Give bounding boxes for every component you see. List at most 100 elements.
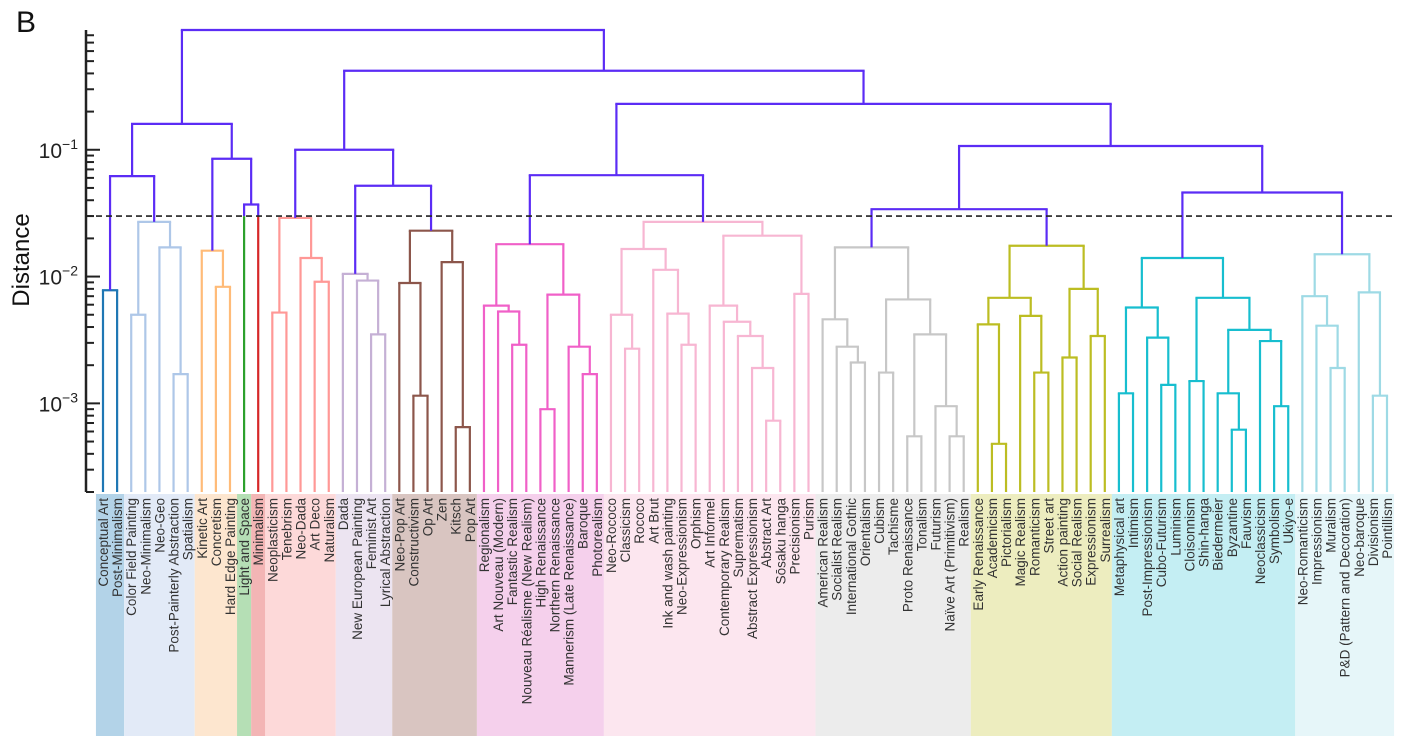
leaf-label: Cubism [872,498,887,544]
leaf-label: Hard Edge Painting [223,498,238,615]
cluster-band-c8 [392,494,477,736]
leaf-label: Neoclassicism [1253,498,1268,584]
leaf-label: Symbolism [1267,498,1282,564]
leaf-label: Pop Art [463,498,478,543]
leaf-label: Constructivism [406,498,421,587]
leaf-label: Byzantine [1225,498,1240,557]
leaf-label: Neo-Expressionism [675,498,690,615]
leaf-label: Tachisme [886,498,901,555]
leaf-label: Romanticism [1027,498,1042,576]
leaf-label: Art Deco [308,498,323,551]
leaf-label: Orphism [689,498,704,549]
cluster-band-c4 [237,494,252,736]
leaf-label: American Realism [816,498,831,608]
leaf-label: Early Renaissance [971,498,986,611]
leaf-label: Dada [336,498,351,531]
leaf-label: Muralism [1324,498,1339,553]
leaf-label: Shin-hanga [1197,498,1212,568]
leaf-label: Neo-Romanticism [1295,498,1310,605]
leaf-label: Ink and wash painting [660,498,675,629]
cluster-band-c10 [603,494,816,736]
leaf-label: Pictorialism [999,498,1014,567]
leaf-label: Purism [801,498,816,540]
leaf-label: Art Nouveau (Modern) [491,498,506,632]
leaf-label: Fantastic Realism [505,498,520,605]
leaf-label: Abstract Art [759,498,774,568]
leaf-label: High Renaissance [533,498,548,608]
leaf-label: P&D (Pattern and Decoration) [1338,498,1353,677]
y-axis-label: Distance [8,213,35,306]
leaf-label: Action painting [1055,498,1070,587]
leaf-label: Biedermeier [1211,497,1226,570]
leaf-label: Spatialism [181,498,196,560]
leaf-label: Concretism [209,498,224,566]
leaf-label: Sōsaku hanga [773,498,788,585]
leaf-label: Feminist Art [364,498,379,570]
leaf-label: Conceptual Art [96,498,111,587]
leaf-label: Neo-Dada [294,498,309,560]
leaf-label: Metaphysical art [1112,498,1127,597]
leaf-label: Impressionism [1309,498,1324,585]
leaf-label: Street art [1041,498,1056,554]
cluster-band-c6 [265,494,336,736]
y-tick-label: 10−2 [39,263,79,290]
leaf-label: New European Painting [350,498,365,640]
leaf-label: Post-Impressionism [1140,498,1155,617]
cluster-band-c11 [815,494,971,736]
leaf-label: Neo-Rococo [604,498,619,573]
leaf-label: Light and Space [237,498,252,596]
leaf-label: International Gothic [844,498,859,615]
leaf-label: Zen [435,498,450,521]
leaf-label: Neo-Minimalism [138,498,153,595]
leaf-label: Rococo [632,498,647,544]
leaf-label: Contemporary Realism [717,498,732,636]
leaf-label: Expressionism [1084,498,1099,586]
leaf-label: Baroque [576,498,591,549]
leaf-label: Neoplasticism [265,498,280,582]
leaf-label: Neo-baroque [1352,498,1367,577]
leaf-label: Kinetic Art [195,498,210,559]
leaf-label: Fauvism [1239,498,1254,549]
leaf-label: Minimalism [251,498,266,566]
leaf-label: Northern Renaissance [548,498,563,632]
leaf-label: Post-Minimalism [110,498,125,597]
leaf-label: Post-Painterly Abstraction [167,498,182,653]
leaf-label: Neo-Geo [152,498,167,553]
cluster-bands [95,494,1395,736]
leaf-label: Naturalism [322,498,337,563]
leaf-label: Precisionism [787,498,802,575]
leaf-label: Regionalism [477,498,492,572]
cluster-band-c2 [124,494,195,736]
cluster-band-c9 [476,494,604,736]
leaf-label: Classicism [618,498,633,563]
leaf-label: Intimism [1126,498,1141,548]
leaf-label: Magic Realism [1013,498,1028,587]
cluster-band-c12 [970,494,1112,736]
leaf-label: Cubo-Futurism [1154,498,1169,587]
leaf-label: Divisionism [1366,498,1381,566]
leaf-label: Luminism [1168,498,1183,556]
leaf-label: Suprematism [731,498,746,578]
leaf-label: Tonalism [914,498,929,551]
leaf-label: Photorealism [590,498,605,577]
leaf-label: Tenebrism [279,498,294,560]
cluster-band-c13 [1111,494,1296,736]
dendrogram-links [101,28,1389,492]
leaf-label: Surrealism [1098,498,1113,563]
cluster-band-c1 [95,494,125,736]
leaf-label: Art Informel [703,498,718,568]
leaf-label: Mannerism (Late Renaissance) [562,498,577,686]
cluster-band-c5 [251,494,266,736]
leaf-label: Social Realism [1070,498,1085,587]
leaf-label: Color Field Painting [124,498,139,616]
cluster-band-c14 [1295,494,1395,736]
leaf-label: Pointillism [1380,498,1395,559]
leaf-label: Op Art [421,498,436,537]
leaf-label: Cloisonnism [1182,498,1197,572]
leaf-label: Art Brut [646,498,661,544]
y-tick-label: 10−3 [39,389,79,416]
leaf-label: Abstract Expressionism [745,498,760,639]
y-tick-label: 10−1 [39,136,79,163]
leaf-labels: Conceptual Art Post-Minimalism Color Field… [96,497,1395,704]
